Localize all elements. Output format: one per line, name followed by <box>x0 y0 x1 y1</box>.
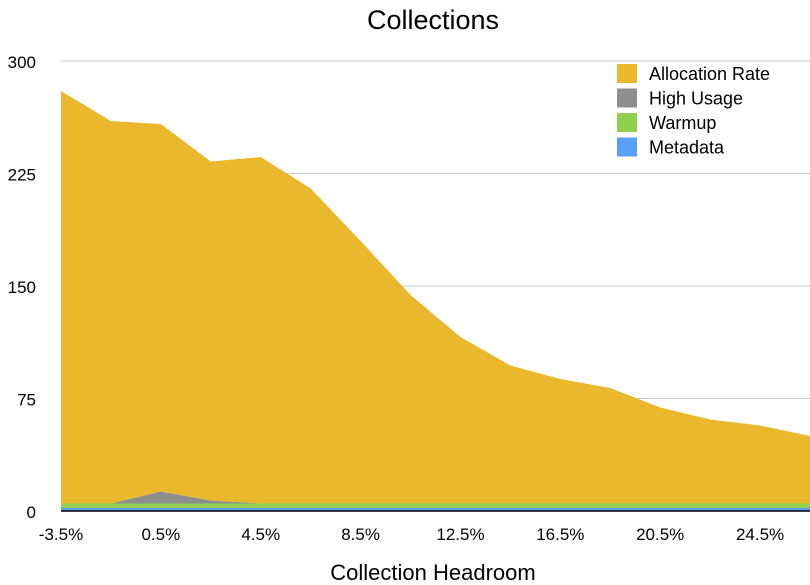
x-tick-label: 0.5% <box>141 525 180 544</box>
area-warmup <box>61 503 810 508</box>
x-axis-label: Collection Headroom <box>330 560 535 585</box>
x-tick-label: 16.5% <box>536 525 584 544</box>
chart-title: Collections <box>367 5 499 35</box>
y-tick-label: 150 <box>8 278 36 297</box>
legend-label: Allocation Rate <box>649 64 770 84</box>
x-tick-labels: -3.5% 0.5% 4.5% 8.5% 12.5% 16.5% 20.5% 24.5% <box>39 525 784 544</box>
x-tick-label: -3.5% <box>39 525 83 544</box>
x-tick-label: 12.5% <box>436 525 484 544</box>
legend-swatch <box>617 113 637 132</box>
legend-swatch <box>617 88 637 108</box>
legend-label: Metadata <box>649 138 725 158</box>
legend-label: Warmup <box>649 113 716 133</box>
legend-label: High Usage <box>649 89 743 109</box>
y-tick-label: 0 <box>27 503 36 522</box>
area-allocation-rate <box>61 91 810 504</box>
x-tick-label: 24.5% <box>736 525 784 544</box>
y-tick-label: 225 <box>8 166 36 185</box>
area-high-usage <box>61 491 810 504</box>
y-tick-labels: 0 75 150 225 300 <box>8 53 36 522</box>
legend: Allocation Rate High Usage Warmup Metadata <box>617 64 770 158</box>
y-tick-label: 300 <box>8 53 36 72</box>
y-tick-label: 75 <box>17 391 36 410</box>
x-tick-label: 4.5% <box>241 525 280 544</box>
x-tick-label: 20.5% <box>636 525 684 544</box>
x-tick-label: 8.5% <box>341 525 380 544</box>
legend-swatch <box>617 64 637 83</box>
legend-swatch <box>617 137 637 157</box>
